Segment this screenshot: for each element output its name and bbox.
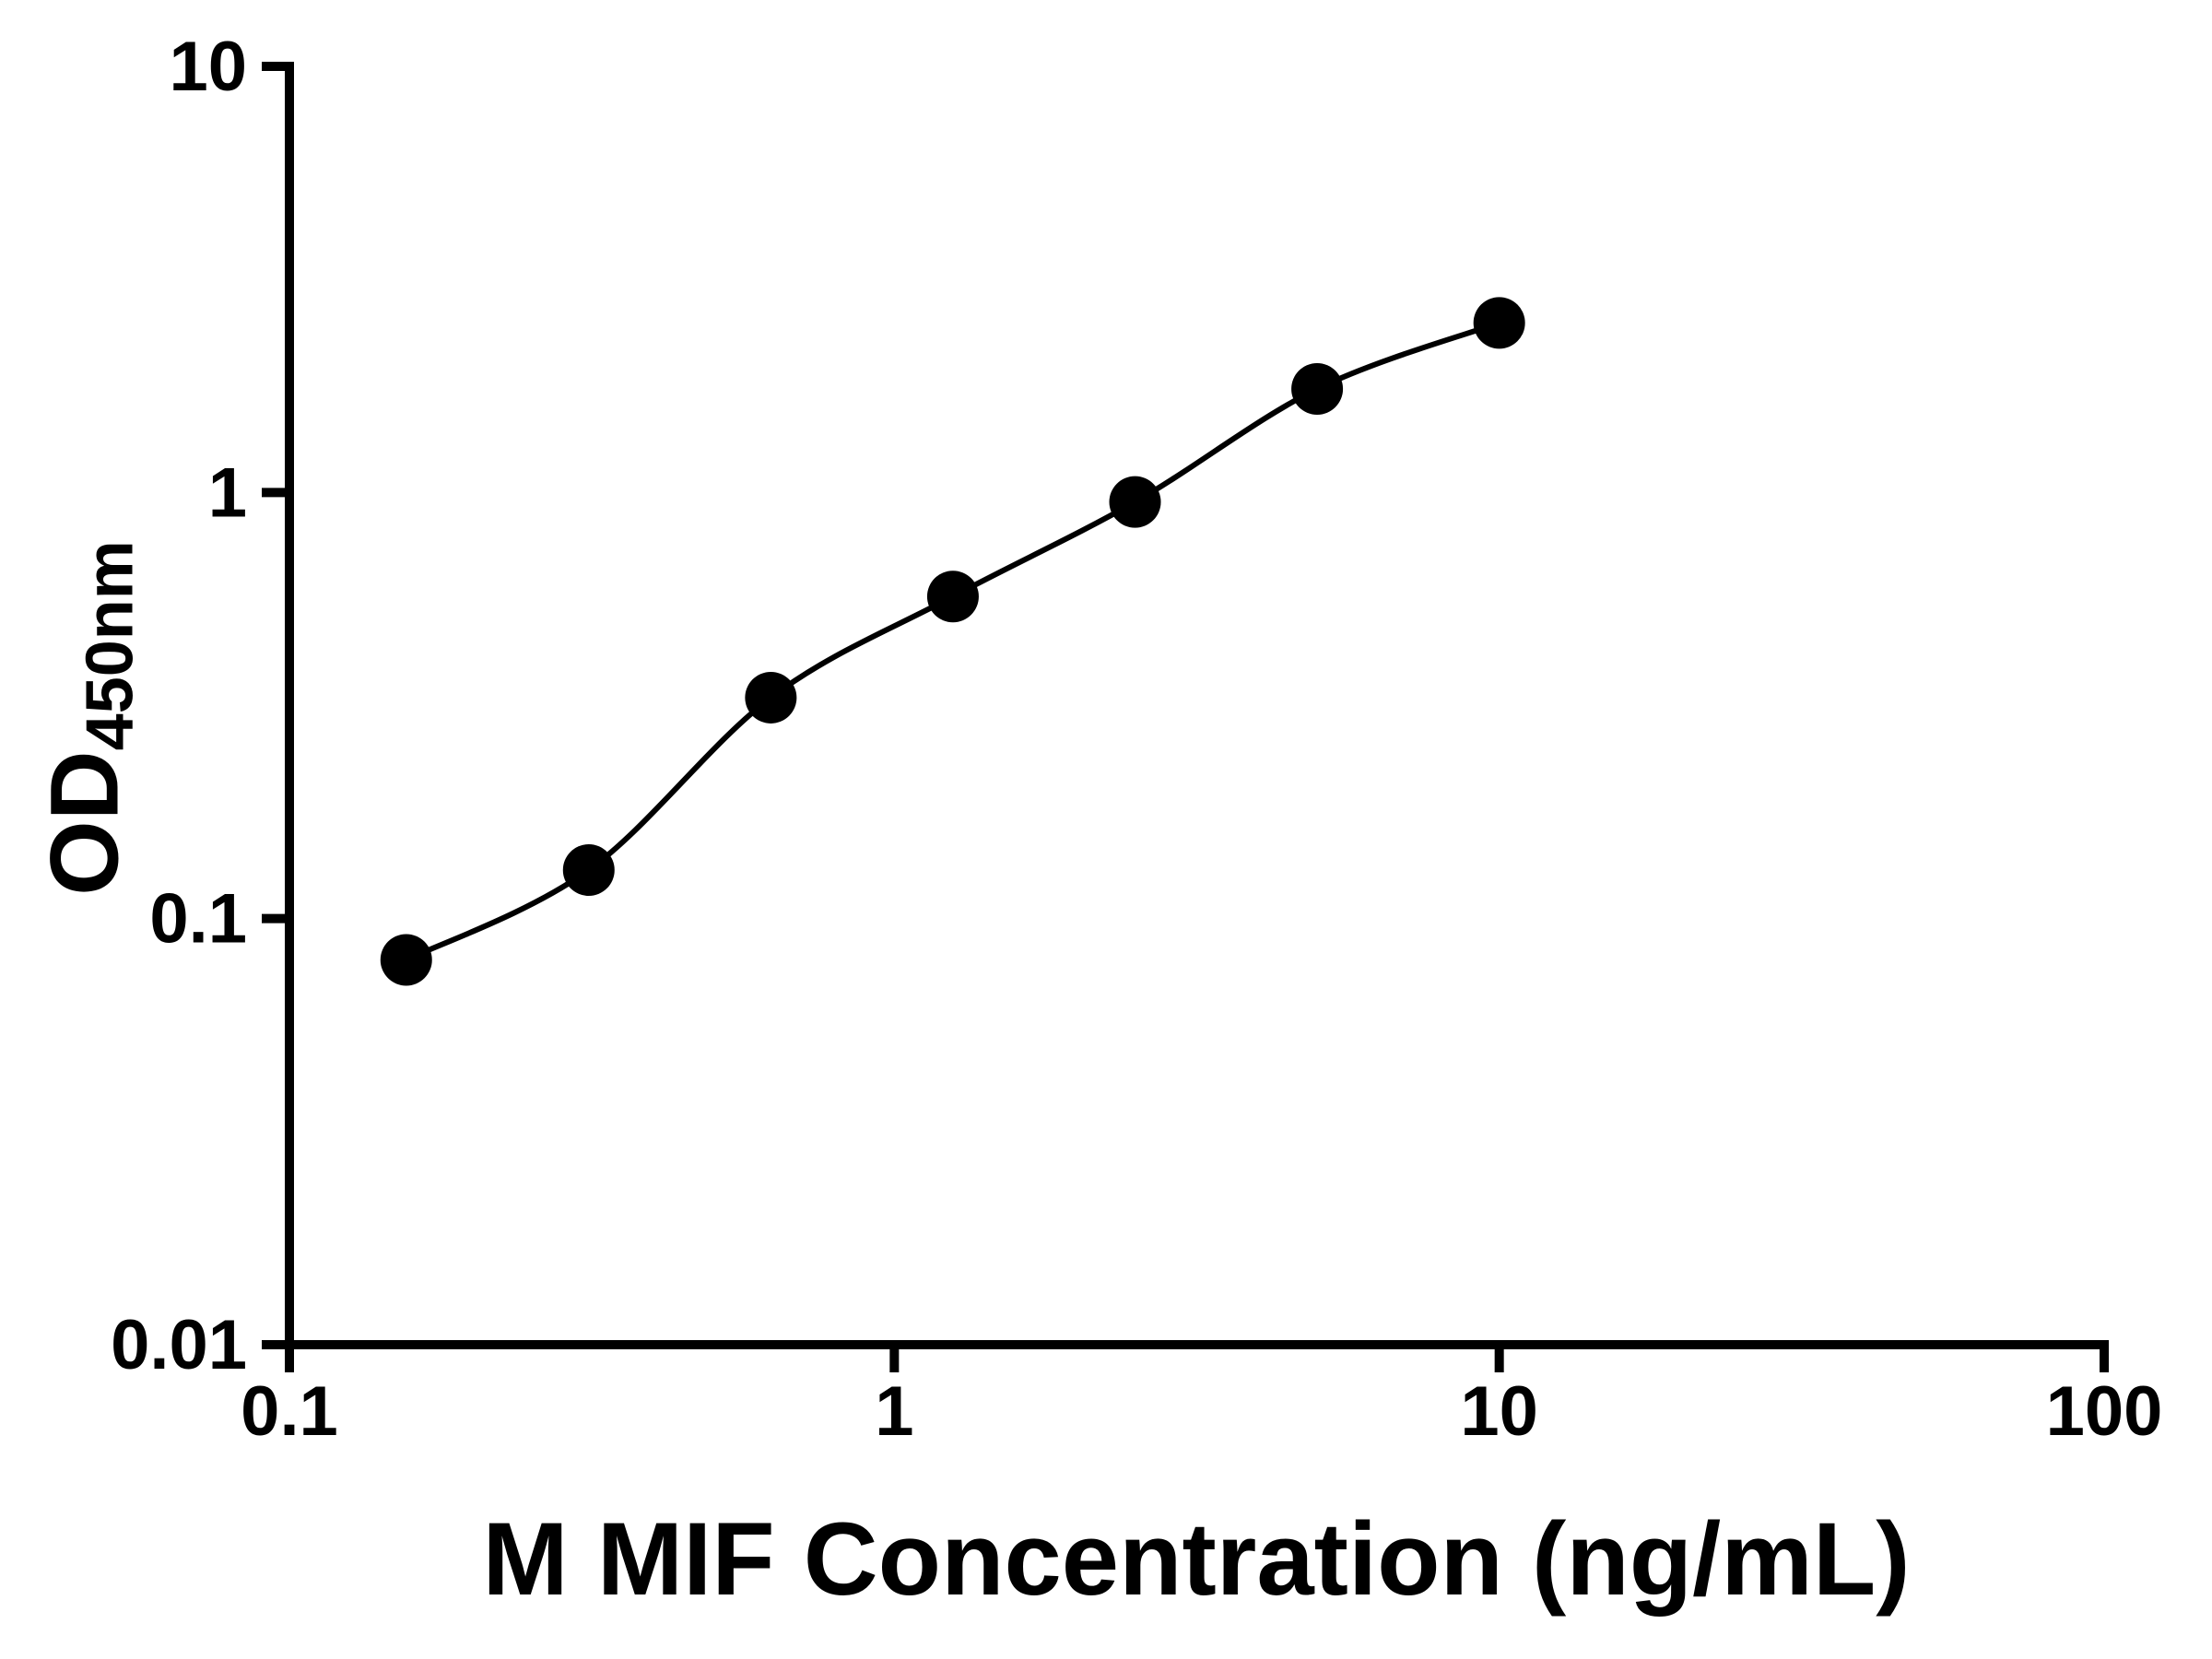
data-point — [926, 571, 979, 623]
data-point — [1473, 297, 1525, 349]
y-axis-title: OD450nm — [31, 540, 147, 896]
x-axis-title: M MIF Concentration (ng/mL) — [482, 1501, 1911, 1617]
axis-lines — [285, 62, 2109, 1349]
data-point — [1291, 362, 1344, 415]
x-tick-label: 100 — [2046, 1372, 2163, 1451]
y-tick-label: 10 — [169, 28, 247, 106]
y-axis-title-sub: 450nm — [73, 540, 147, 751]
y-tick-label: 0.1 — [149, 880, 247, 959]
data-point — [745, 671, 797, 724]
data-point — [562, 843, 615, 896]
y-tick-label: 1 — [208, 453, 247, 532]
x-tick-label: 0.1 — [241, 1372, 338, 1451]
y-tick-label: 0.01 — [111, 1306, 247, 1384]
data-point — [380, 934, 432, 986]
data-point — [1109, 476, 1161, 528]
y-axis-title-main: OD — [30, 750, 139, 896]
x-tick-label: 10 — [1460, 1372, 1538, 1451]
x-tick-label: 1 — [875, 1372, 913, 1451]
